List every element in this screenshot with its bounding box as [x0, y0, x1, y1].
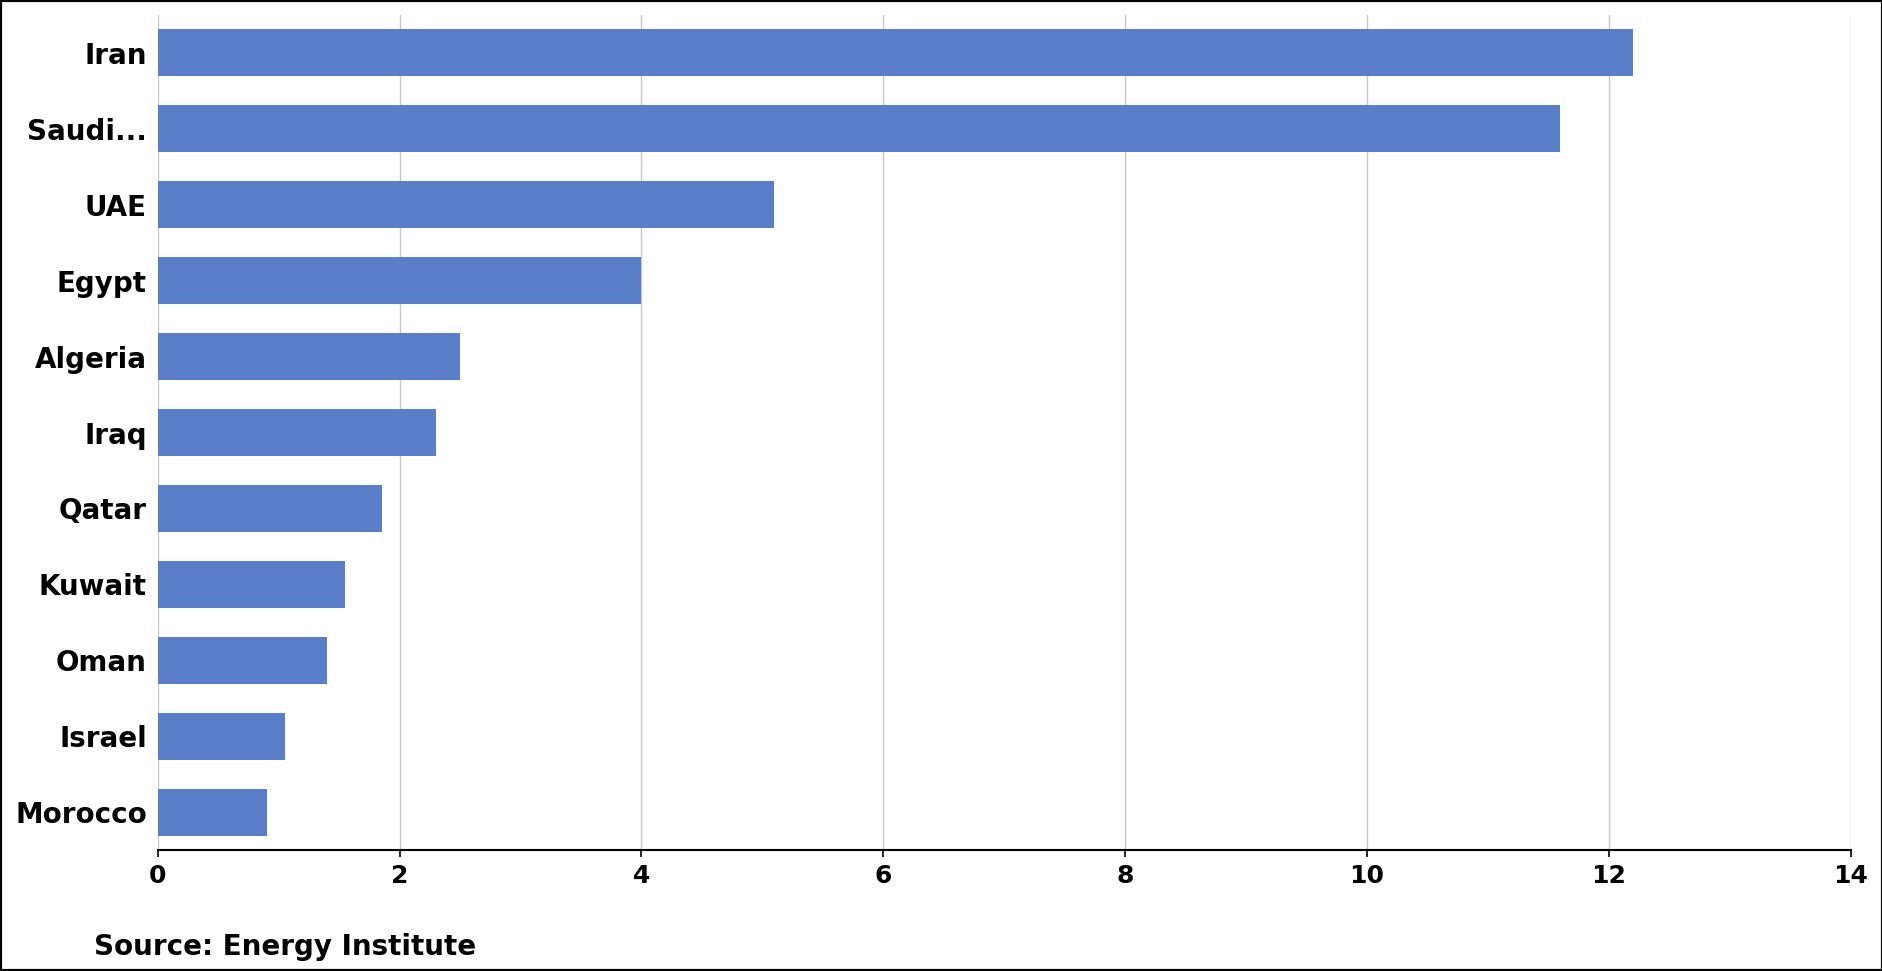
- Bar: [158, 29, 1632, 77]
- Bar: [158, 485, 382, 532]
- Bar: [158, 713, 284, 759]
- Bar: [158, 788, 267, 836]
- Bar: [158, 182, 774, 228]
- Bar: [158, 561, 344, 608]
- Text: Source: Energy Institute: Source: Energy Institute: [94, 933, 476, 961]
- Bar: [158, 409, 437, 456]
- Bar: [158, 333, 459, 381]
- Bar: [158, 257, 642, 304]
- Bar: [158, 105, 1560, 152]
- Bar: [158, 637, 327, 684]
